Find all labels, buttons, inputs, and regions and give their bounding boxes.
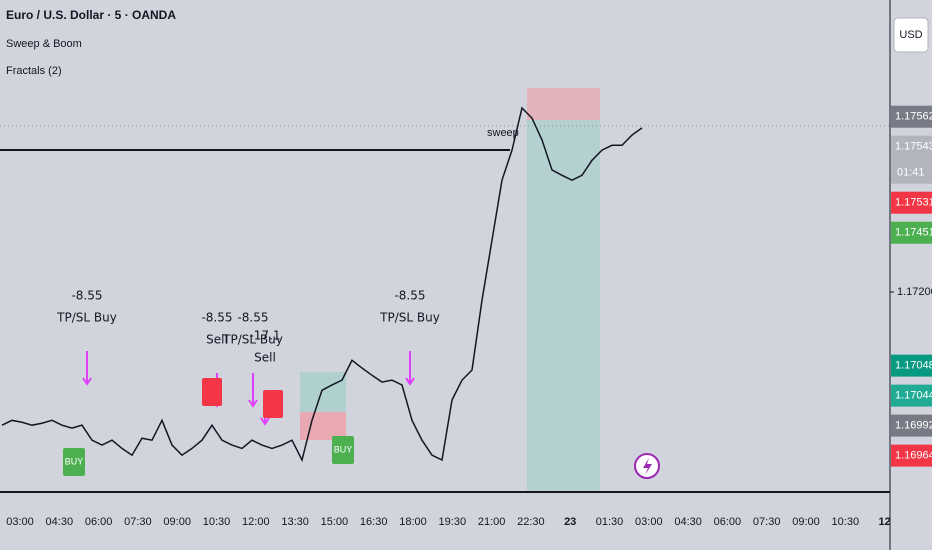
price-tag-label: 1.17562 [895, 111, 932, 123]
trade-annotation: -17.1 [249, 329, 280, 343]
x-tick-label: 15:00 [321, 516, 349, 528]
x-tick-label: 01:30 [596, 516, 624, 528]
x-tick-label: 04:30 [674, 516, 702, 528]
x-tick-label: 09:00 [163, 516, 191, 528]
countdown: 01:41 [897, 167, 925, 179]
x-tick-label: 12:00 [242, 516, 270, 528]
trade-annotation: TP/SL Buy [379, 311, 440, 325]
x-tick-label: 04:30 [46, 516, 74, 528]
price-tag [891, 354, 932, 377]
buy-label: BUY [65, 456, 84, 466]
x-tick-label: 06:00 [85, 516, 113, 528]
currency-button[interactable] [893, 17, 929, 53]
position-loss-zone [300, 412, 346, 440]
trade-annotation: -8.55 [71, 289, 102, 303]
x-tick-label: 18:00 [399, 516, 427, 528]
sweep-label: sweep [487, 127, 519, 139]
price-tag [891, 105, 932, 128]
symbol-title: Euro / U.S. Dollar · 5 · OANDA [6, 8, 176, 22]
y-tick-label: 1.17200 [897, 286, 932, 298]
sell-badge [202, 378, 222, 406]
price-tag [891, 384, 932, 407]
trade-annotation: -8.55 [201, 311, 232, 325]
price-tag [891, 414, 932, 437]
price-tag-label: 1.17451 [895, 227, 932, 239]
signal-arrow [82, 351, 92, 386]
price-tag [891, 221, 932, 244]
price-line [1, 106, 643, 463]
indicator-name[interactable]: Fractals (2) [6, 65, 62, 77]
position-profit-zone [527, 120, 600, 492]
x-tick-label: 12 [878, 516, 890, 528]
x-tick-label: 09:00 [792, 516, 820, 528]
x-tick-label: 07:30 [124, 516, 152, 528]
buy-badge [63, 448, 85, 476]
price-tag [891, 135, 932, 184]
buy-badge [332, 436, 354, 464]
signal-arrow [248, 373, 258, 408]
indicator-name[interactable]: Sweep & Boom [6, 38, 82, 50]
price-tag-label: 1.17048 [895, 360, 932, 372]
trade-annotation: -8.55 [394, 289, 425, 303]
trade-annotation: -8.55 [237, 311, 268, 325]
sell-badge [263, 390, 283, 418]
price-tag-label: 1.17543 [895, 141, 932, 153]
buy-label: BUY [334, 444, 353, 454]
x-tick-label: 03:00 [6, 516, 34, 528]
x-tick-label: 07:30 [753, 516, 781, 528]
x-tick-label: 03:00 [635, 516, 663, 528]
x-tick-label: 10:30 [203, 516, 231, 528]
x-tick-label: 23 [564, 516, 576, 528]
position-loss-zone [527, 88, 600, 120]
x-tick-label: 10:30 [832, 516, 860, 528]
x-tick-label: 22:30 [517, 516, 545, 528]
alert-bolt [643, 458, 652, 475]
x-tick-label: 16:30 [360, 516, 388, 528]
price-tag-label: 1.17044 [895, 390, 932, 402]
trade-annotation: Sell [254, 351, 276, 365]
trade-annotation: Sell [206, 333, 228, 347]
price-tag [891, 191, 932, 214]
x-tick-label: 13:30 [281, 516, 309, 528]
trade-annotation: TP/SL Buy [222, 333, 283, 347]
price-tag-label: 1.16964 [895, 450, 932, 462]
x-tick-label: 06:00 [714, 516, 742, 528]
price-tag-label: 1.16992 [895, 420, 932, 432]
price-tag-label: 1.17531 [895, 197, 932, 209]
currency-label[interactable]: USD [899, 29, 922, 41]
x-tick-label: 19:30 [439, 516, 467, 528]
x-tick-label: 21:00 [478, 516, 506, 528]
signal-arrow [405, 351, 415, 386]
position-profit-zone [300, 372, 346, 412]
price-tag [891, 444, 932, 467]
trade-annotation: TP/SL Buy [56, 311, 117, 325]
